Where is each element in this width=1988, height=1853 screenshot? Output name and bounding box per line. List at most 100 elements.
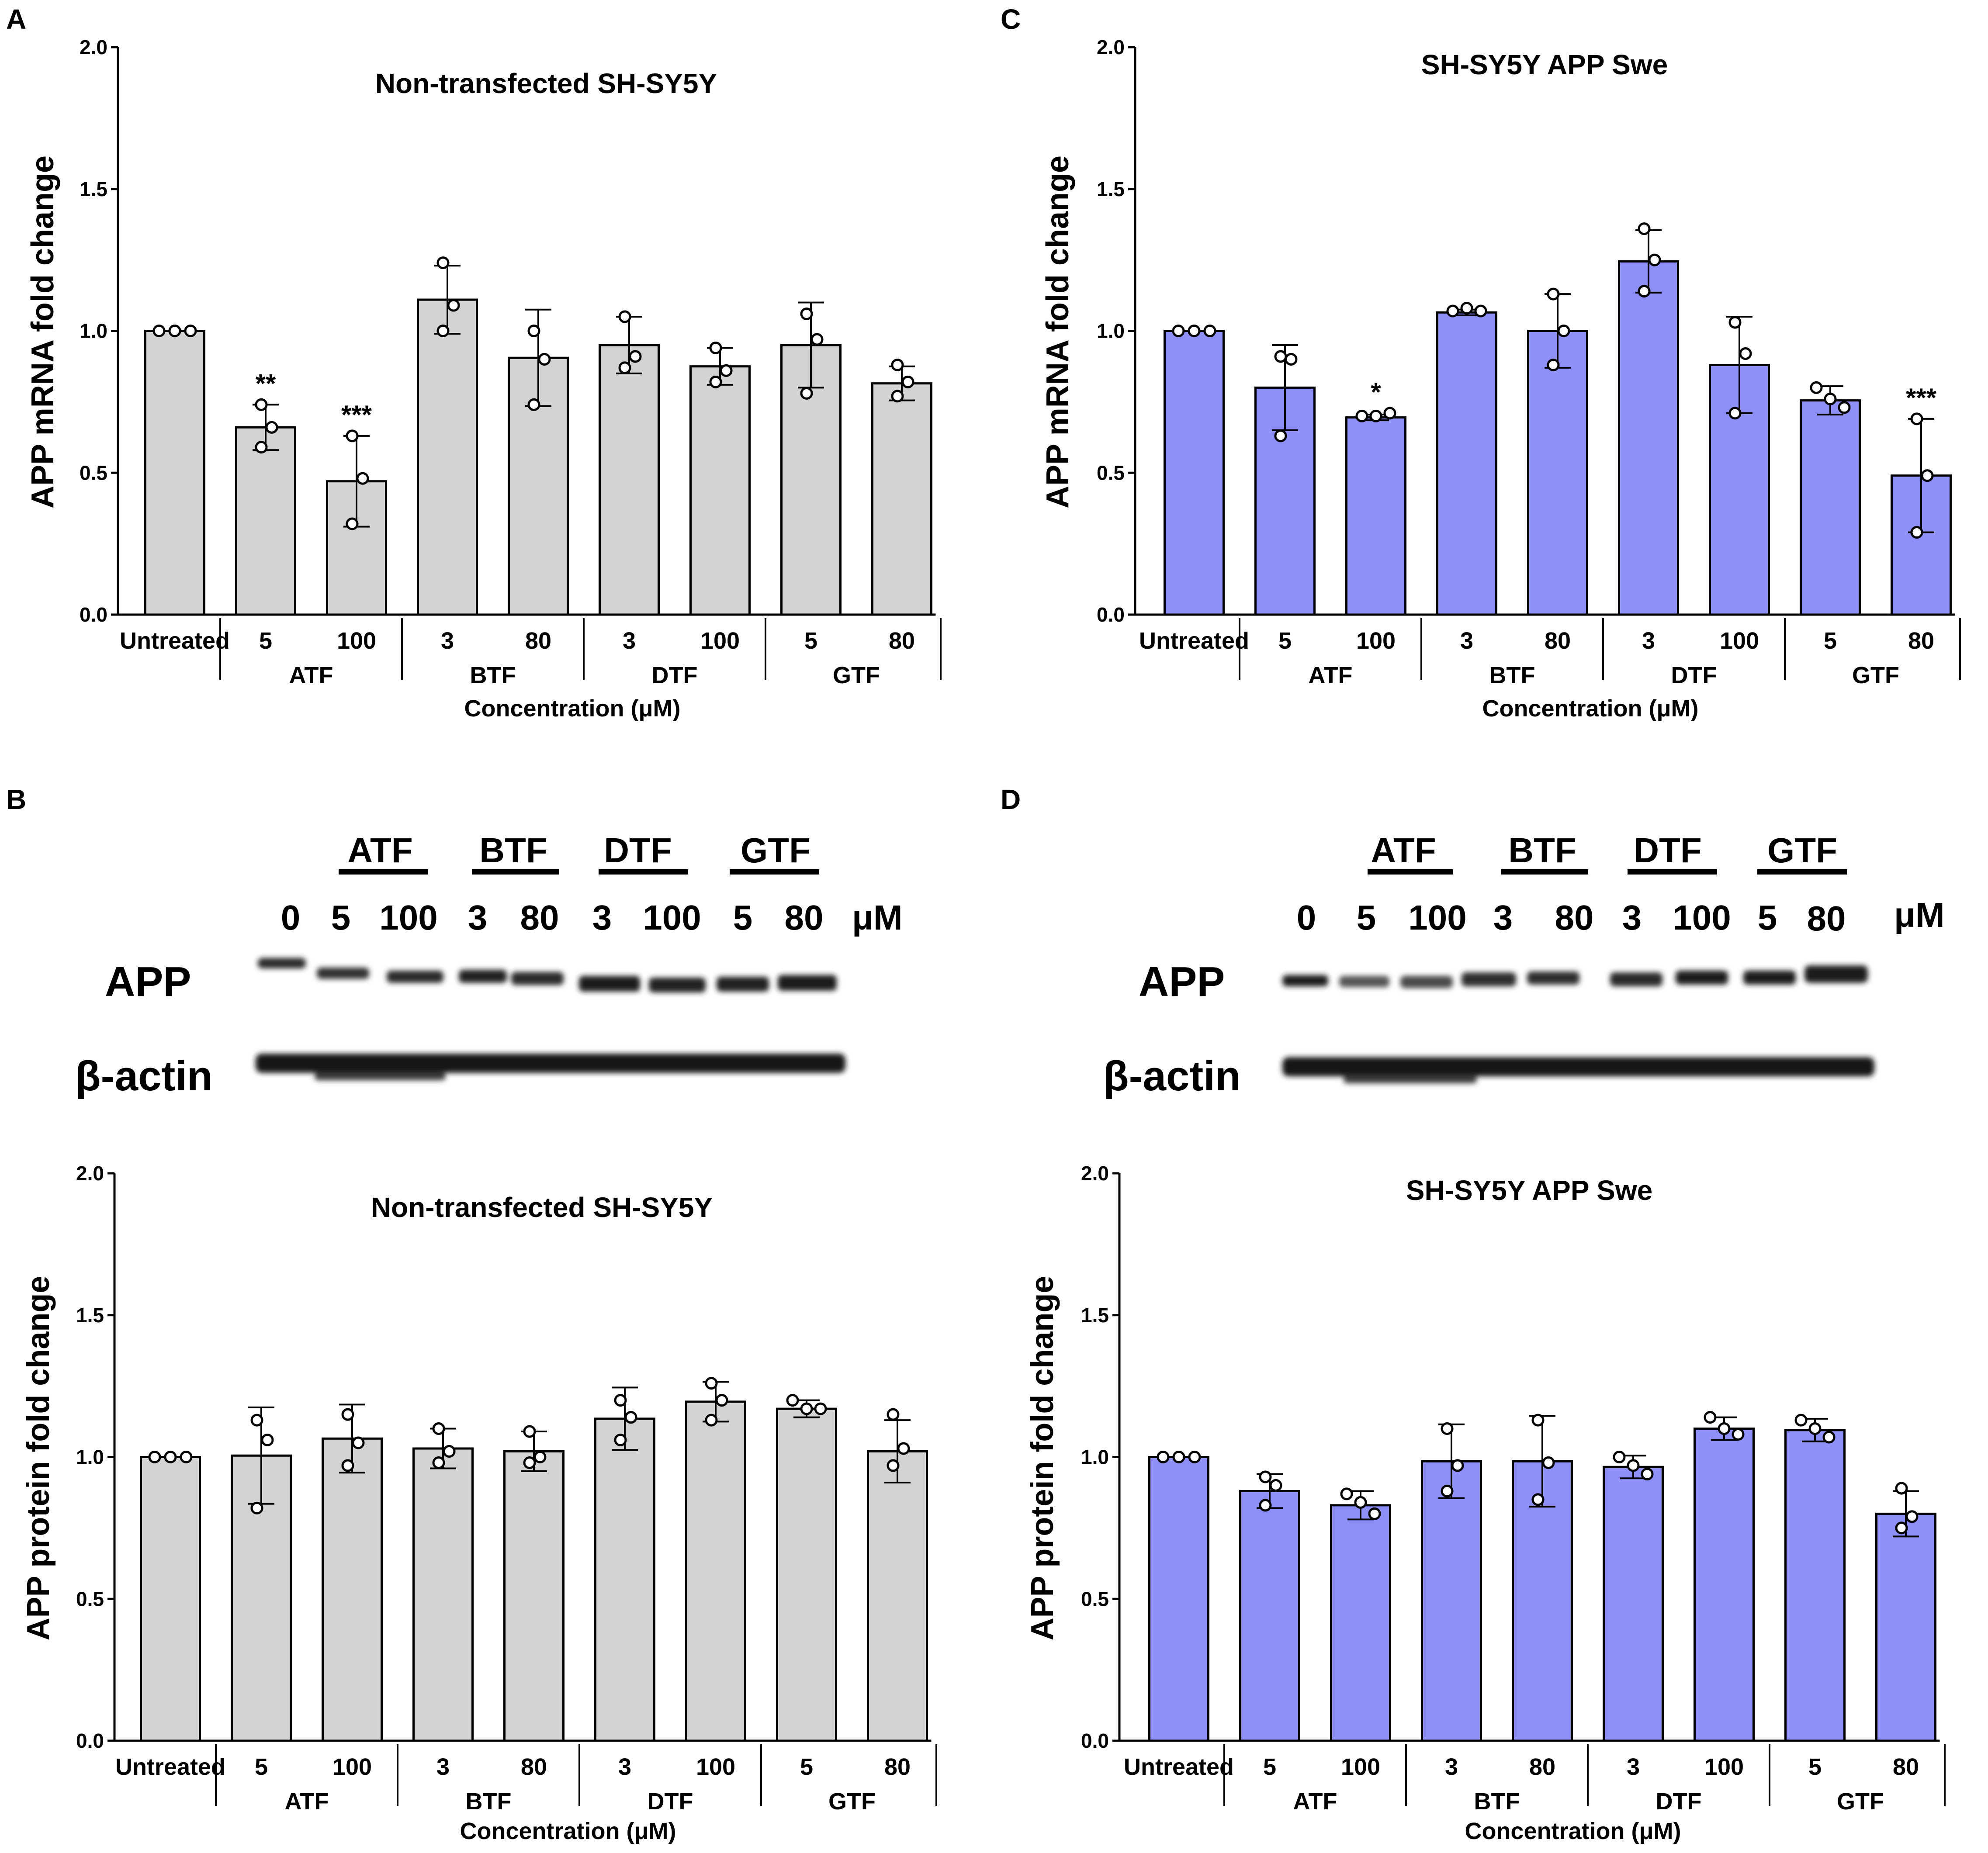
data-point <box>341 1408 354 1421</box>
app-band <box>258 958 306 968</box>
blot-conc-label: 80 <box>785 898 824 937</box>
y-tick-label: 0.0 <box>1097 603 1125 626</box>
x-tick-label: 3 <box>441 628 454 654</box>
data-point <box>341 1459 354 1472</box>
blot-conc-label: 5 <box>733 898 753 937</box>
data-point <box>1172 325 1185 337</box>
y-tick-label: 2.0 <box>1081 1162 1109 1185</box>
blot-group-label: ATF <box>347 831 413 870</box>
blot-conc-label: 3 <box>468 898 488 937</box>
x-tick-label: 3 <box>623 628 636 654</box>
y-axis-label: APP protein fold change <box>21 1276 56 1641</box>
blot-conc-label: 0 <box>1297 898 1316 937</box>
blot-group-label: ATF <box>1371 831 1436 870</box>
bar <box>599 344 660 616</box>
x-tick-label: 80 <box>1529 1754 1555 1780</box>
bar <box>1239 1490 1300 1742</box>
blot-conc-label: 5 <box>1758 898 1777 937</box>
data-point <box>152 325 166 337</box>
chart-title: SH-SY5Y APP Swe <box>1406 1175 1652 1206</box>
app-band <box>1400 976 1453 988</box>
data-point <box>887 1408 900 1421</box>
data-point <box>180 1451 193 1463</box>
x-tick-label: 80 <box>525 628 551 654</box>
data-point <box>250 1414 263 1427</box>
data-point <box>1810 381 1823 394</box>
data-point <box>1910 526 1923 539</box>
app-band <box>317 968 369 979</box>
blot-group-label: GTF <box>1767 831 1837 870</box>
x-tick-label: Untreated <box>1139 628 1249 654</box>
data-point <box>800 387 813 400</box>
y-axis-label: APP mRNA fold change <box>1040 156 1075 508</box>
panel-letter-d: D <box>1001 784 1021 815</box>
group-label: BTF <box>470 662 516 688</box>
data-point <box>1718 1422 1731 1435</box>
data-point <box>1203 325 1216 337</box>
bar <box>1527 330 1588 616</box>
data-point <box>810 333 824 346</box>
data-point <box>800 308 813 321</box>
data-point <box>705 1377 718 1390</box>
data-point <box>1808 1422 1822 1435</box>
x-tick-label: 5 <box>800 1754 813 1780</box>
y-tick-label: 1.0 <box>1097 320 1125 342</box>
data-point <box>705 1414 718 1427</box>
y-tick-label: 1.5 <box>1097 178 1125 201</box>
bar <box>871 382 932 616</box>
data-point <box>891 358 904 371</box>
data-point <box>352 1436 365 1449</box>
data-point <box>1921 469 1934 482</box>
x-tick-label: 80 <box>521 1754 547 1780</box>
app-band <box>717 977 769 992</box>
data-point <box>148 1451 161 1463</box>
actin-band <box>256 1054 845 1073</box>
blot-group-label: DTF <box>604 831 672 870</box>
group-label: DTF <box>1656 1788 1702 1815</box>
blot-group-bar <box>1501 869 1588 875</box>
group-label: DTF <box>648 1788 693 1815</box>
x-tick-label: 5 <box>804 628 817 654</box>
blot-group-bar <box>1368 869 1453 875</box>
data-point <box>1910 412 1923 425</box>
chart-title: SH-SY5Y APP Swe <box>1421 49 1668 80</box>
blot-band-image <box>1282 965 1874 1083</box>
x-tick-label: 80 <box>1908 628 1934 654</box>
bar <box>1694 1428 1755 1742</box>
data-point <box>1368 1507 1381 1520</box>
bar <box>689 365 751 616</box>
group-label: DTF <box>1671 662 1717 688</box>
data-point <box>1531 1493 1545 1506</box>
x-axis-label: Concentration (μM) <box>1482 695 1699 722</box>
chart-b-protein-non-transfected: Non-transfected SH-SY5Y APP protein fold… <box>21 1162 937 1844</box>
app-band <box>1610 972 1662 986</box>
x-tick-label: 100 <box>337 628 376 654</box>
data-point <box>164 1451 177 1463</box>
chart-d-protein-app-swe: SH-SY5Y APP Swe APP protein fold change … <box>1025 1162 1946 1844</box>
app-band <box>649 978 706 992</box>
data-point <box>618 361 631 374</box>
bar <box>1875 1512 1936 1742</box>
bar <box>1784 1429 1846 1742</box>
data-point <box>1188 1451 1201 1463</box>
bar <box>1345 416 1406 616</box>
x-tick-label: 3 <box>1627 1754 1640 1780</box>
data-point <box>786 1394 799 1407</box>
data-point <box>1728 407 1742 420</box>
data-point <box>1905 1510 1919 1523</box>
y-tick-label: 0.5 <box>1081 1587 1109 1610</box>
data-point <box>629 350 642 363</box>
y-tick-label: 1.5 <box>76 1304 104 1327</box>
data-point <box>1895 1521 1908 1535</box>
group-label: GTF <box>1837 1788 1884 1815</box>
bar <box>594 1417 655 1742</box>
x-tick-label: 100 <box>1341 1754 1380 1780</box>
y-axis-label: APP mRNA fold change <box>25 156 60 508</box>
bar <box>1148 1456 1209 1742</box>
data-point <box>265 421 278 434</box>
blot-conc-label: 3 <box>1493 898 1513 937</box>
app-band <box>387 971 443 983</box>
data-point <box>1822 1431 1836 1444</box>
data-point <box>538 353 551 366</box>
significance-marker: *** <box>1906 383 1937 412</box>
